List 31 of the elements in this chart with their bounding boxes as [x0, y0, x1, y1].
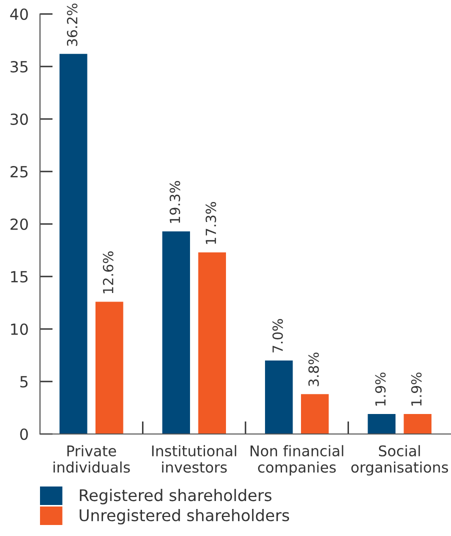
bar	[368, 414, 396, 434]
y-tick-label: 0	[20, 428, 28, 440]
bar	[198, 252, 226, 434]
y-tick-label: 20	[10, 218, 28, 230]
data-label: 7.0%	[272, 319, 283, 352]
data-label: 36.2%	[66, 4, 78, 46]
bar	[300, 394, 329, 434]
y-tick-label: 35	[10, 60, 28, 73]
bar	[404, 414, 432, 434]
bar	[162, 231, 190, 434]
data-label: 1.9%	[375, 372, 386, 406]
bar	[265, 360, 293, 434]
data-label: 1.9%	[411, 372, 422, 406]
bar	[60, 54, 88, 434]
data-label: 12.6%	[102, 251, 114, 294]
y-tick-label: 40	[10, 8, 28, 20]
y-tick-label: 15	[11, 271, 28, 283]
y-tick-label: 25	[10, 166, 28, 178]
data-label: 19.3%	[170, 181, 180, 223]
legend-label: Unregistered shareholders	[80, 508, 290, 524]
x-tick-label: Private individuals	[54, 445, 130, 473]
y-tick-label: 5	[20, 376, 28, 388]
y-tick-label: 30	[10, 113, 28, 126]
data-label: 17.3%	[206, 202, 216, 244]
data-label: 3.8%	[308, 352, 319, 386]
bar	[95, 302, 124, 434]
legend-label: Registered shareholders	[80, 488, 272, 504]
x-tick-label: Social organisations	[351, 445, 448, 476]
x-tick-label: Institutional investors	[152, 445, 236, 473]
x-tick-label: Non financial companies	[250, 445, 344, 476]
y-tick-label: 10	[11, 323, 28, 336]
